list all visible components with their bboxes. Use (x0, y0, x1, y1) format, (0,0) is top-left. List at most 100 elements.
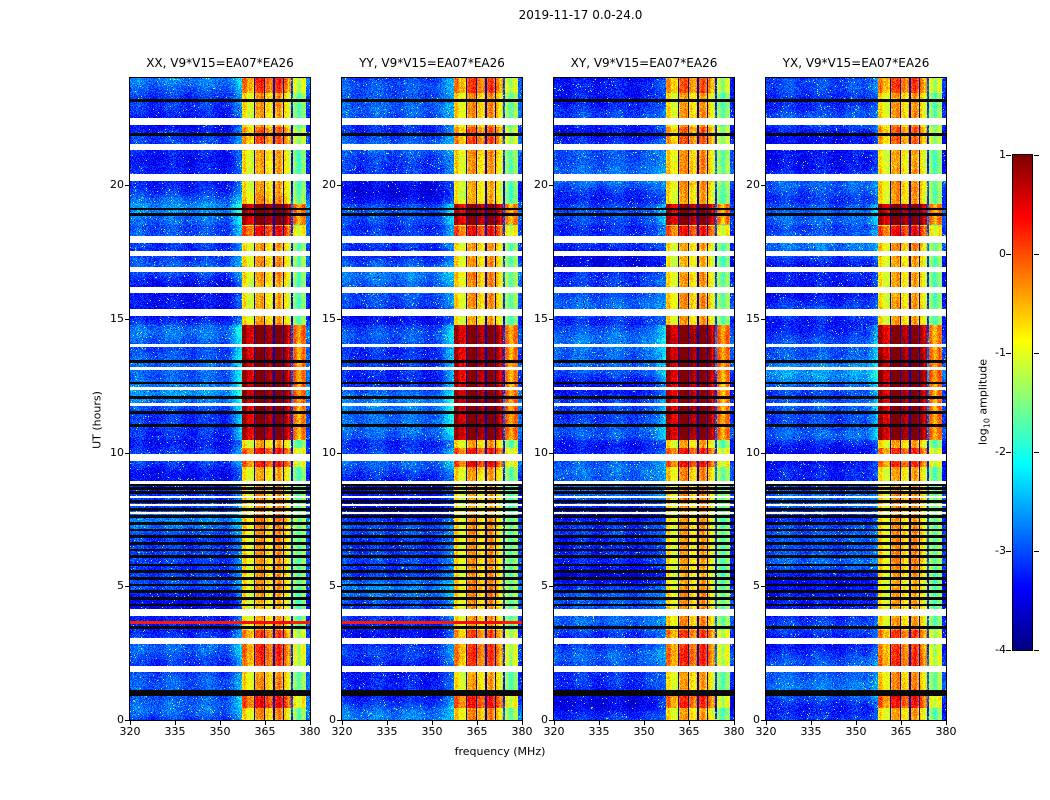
colorbar-tick-mark (1006, 155, 1011, 156)
y-tick-mark (337, 586, 341, 587)
x-tick-mark (175, 721, 176, 725)
y-tick-mark (761, 453, 765, 454)
x-tick-label: 365 (890, 725, 912, 738)
y-tick-label: 0 (541, 713, 548, 726)
y-tick-mark (337, 319, 341, 320)
x-tick-label: 380 (723, 725, 745, 738)
colorbar-tick-label: -1 (995, 346, 1006, 359)
y-tick-mark (125, 586, 129, 587)
x-tick-label: 365 (466, 725, 488, 738)
colorbar-tick-mark (1006, 551, 1011, 552)
y-tick-label: 15 (322, 312, 336, 325)
spectrogram-canvas-xx (130, 78, 310, 720)
colorbar-tick-mark (1006, 452, 1011, 453)
y-tick-mark (761, 319, 765, 320)
colorbar-tick-mark (1034, 551, 1039, 552)
x-tick-mark (432, 721, 433, 725)
panel-title-yy: YY, V9*V15=EA07*EA26 (359, 56, 505, 70)
colorbar-tick-mark (1034, 353, 1039, 354)
colorbar-tick-mark (1034, 155, 1039, 156)
x-tick-label: 350 (845, 725, 867, 738)
x-tick-mark (811, 721, 812, 725)
colorbar-frame (1012, 154, 1033, 651)
y-tick-label: 10 (110, 446, 124, 459)
colorbar-tick-label: 0 (999, 247, 1006, 260)
colorbar-label-suffix: amplitude (976, 358, 990, 419)
spectrogram-canvas-xy (554, 78, 734, 720)
colorbar-tick-label: 1 (999, 148, 1006, 161)
y-tick-label: 5 (117, 579, 124, 592)
y-tick-mark (549, 586, 553, 587)
panel-frame-xx (129, 77, 311, 721)
y-tick-label: 0 (753, 713, 760, 726)
panel-title-xy: XY, V9*V15=EA07*EA26 (570, 56, 718, 70)
y-tick-label: 15 (110, 312, 124, 325)
colorbar-tick-label: -2 (995, 445, 1006, 458)
x-tick-mark (946, 721, 947, 725)
x-tick-mark (342, 721, 343, 725)
colorbar-tick-mark (1034, 650, 1039, 651)
x-tick-label: 350 (209, 725, 231, 738)
y-tick-label: 5 (329, 579, 336, 592)
colorbar-label-prefix: log (976, 428, 990, 446)
y-tick-mark (549, 720, 553, 721)
y-tick-label: 10 (322, 446, 336, 459)
x-tick-label: 320 (543, 725, 565, 738)
y-tick-mark (761, 586, 765, 587)
x-tick-label: 320 (755, 725, 777, 738)
colorbar-tick-mark (1034, 254, 1039, 255)
y-tick-label: 10 (534, 446, 548, 459)
y-tick-mark (761, 185, 765, 186)
colorbar-tick-mark (1006, 254, 1011, 255)
y-tick-label: 0 (117, 713, 124, 726)
y-tick-label: 20 (534, 178, 548, 191)
x-tick-label: 350 (633, 725, 655, 738)
colorbar-tick-mark (1006, 353, 1011, 354)
x-tick-mark (220, 721, 221, 725)
x-tick-label: 380 (299, 725, 321, 738)
x-tick-label: 320 (119, 725, 141, 738)
y-tick-mark (125, 185, 129, 186)
x-tick-label: 335 (800, 725, 822, 738)
x-tick-mark (130, 721, 131, 725)
x-tick-mark (387, 721, 388, 725)
y-tick-mark (549, 185, 553, 186)
x-tick-mark (766, 721, 767, 725)
panel-frame-xy (553, 77, 735, 721)
x-tick-mark (856, 721, 857, 725)
colorbar-tick-mark (1006, 650, 1011, 651)
x-axis-label: frequency (MHz) (454, 745, 546, 758)
x-tick-mark (734, 721, 735, 725)
y-tick-label: 15 (746, 312, 760, 325)
colorbar-label-subscript: 10 (982, 418, 992, 429)
x-tick-mark (599, 721, 600, 725)
y-tick-label: 10 (746, 446, 760, 459)
figure-title: 2019-11-17 0.0-24.0 (518, 8, 643, 22)
y-tick-mark (549, 319, 553, 320)
panel-frame-yx (765, 77, 947, 721)
x-tick-mark (554, 721, 555, 725)
x-tick-label: 365 (254, 725, 276, 738)
panel-frame-yy (341, 77, 523, 721)
colorbar-canvas (1013, 155, 1032, 650)
colorbar-tick-label: -4 (995, 643, 1006, 656)
y-tick-mark (337, 720, 341, 721)
x-tick-mark (689, 721, 690, 725)
x-tick-label: 380 (935, 725, 957, 738)
x-tick-label: 335 (164, 725, 186, 738)
y-tick-label: 20 (746, 178, 760, 191)
x-tick-mark (265, 721, 266, 725)
x-tick-mark (310, 721, 311, 725)
colorbar-label: log10 amplitude (976, 359, 991, 445)
x-tick-mark (477, 721, 478, 725)
y-tick-label: 0 (329, 713, 336, 726)
x-tick-label: 335 (376, 725, 398, 738)
x-tick-mark (901, 721, 902, 725)
x-tick-mark (644, 721, 645, 725)
x-tick-label: 365 (678, 725, 700, 738)
y-tick-mark (125, 720, 129, 721)
spectrogram-canvas-yy (342, 78, 522, 720)
y-tick-mark (549, 453, 553, 454)
y-tick-label: 15 (534, 312, 548, 325)
